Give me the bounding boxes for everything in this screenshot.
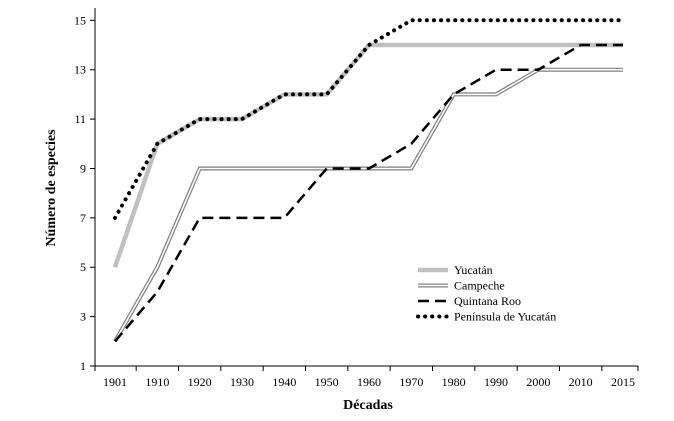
x-tick-label: 2000: [526, 375, 550, 389]
x-tick-label: 1980: [442, 375, 466, 389]
x-tick-label: 1950: [315, 375, 339, 389]
y-tick-label: 7: [80, 211, 86, 225]
series-line: [113, 18, 625, 220]
x-tick-label: 1910: [145, 375, 169, 389]
y-tick-label: 11: [74, 112, 86, 126]
x-tick-label: 1940: [272, 375, 296, 389]
y-tick-label: 3: [80, 310, 86, 324]
x-tick-label: 1970: [399, 375, 423, 389]
x-axis-title: Décadas: [343, 398, 393, 413]
series-line: [114, 43, 623, 343]
x-tick-label: 1990: [484, 375, 508, 389]
series-line: [113, 67, 623, 343]
x-tick-label: 2010: [569, 375, 593, 389]
x-tick-label: 1901: [103, 375, 127, 389]
series-line: [112, 42, 623, 268]
legend-label: Campeche: [454, 279, 505, 293]
legend-label: Quintana Roo: [454, 294, 521, 308]
legend-item: Yucatán: [418, 263, 493, 277]
y-tick-label: 15: [74, 13, 86, 27]
series-3: [113, 18, 625, 220]
legend-item: Campeche: [418, 279, 505, 293]
y-tick-label: 13: [74, 63, 86, 77]
series-0: [112, 42, 623, 268]
x-tick-label: 1920: [188, 375, 212, 389]
y-tick-label: 9: [80, 161, 86, 175]
legend-label: Yucatán: [454, 263, 493, 277]
x-tick-label: 1930: [230, 375, 254, 389]
series-2: [114, 43, 623, 343]
y-axis-title: Número de especies: [44, 129, 59, 247]
y-tick-label: 1: [80, 359, 86, 373]
x-tick-label: 2015: [611, 375, 635, 389]
legend-label: Península de Yucatán: [454, 310, 556, 324]
series-line-inner: [114, 68, 623, 342]
x-tick-label: 1960: [357, 375, 381, 389]
series-layer: [112, 18, 625, 343]
legend-item: Península de Yucatán: [416, 310, 556, 324]
y-tick-label: 5: [80, 260, 86, 274]
legend-item: Quintana Roo: [418, 294, 521, 308]
series-1: [113, 67, 623, 343]
